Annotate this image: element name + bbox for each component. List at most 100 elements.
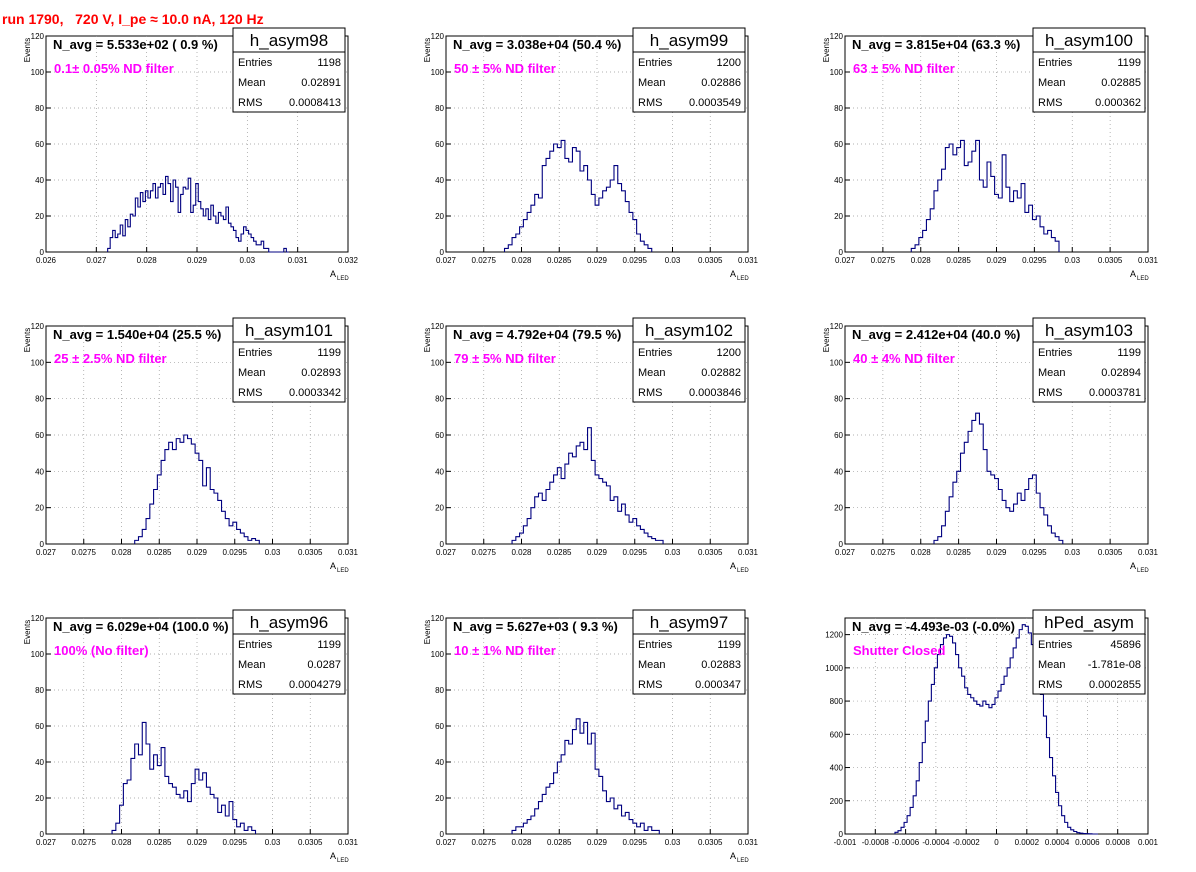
x-axis-label: A	[1130, 561, 1136, 571]
x-tick-label: 0.032	[338, 256, 359, 265]
x-tick-label: 0	[994, 838, 999, 847]
n-avg-text: N_avg = 5.533e+02 ( 0.9 %)	[53, 37, 218, 52]
y-tick-label: 100	[31, 358, 45, 367]
x-tick-label: 0.031	[738, 256, 759, 265]
stats-value: 0.0287	[307, 659, 341, 671]
x-tick-label: 0.028	[137, 256, 158, 265]
stats-value: -1.781e-08	[1088, 659, 1141, 671]
y-tick-label: 60	[35, 722, 44, 731]
y-axis-label: Events	[23, 620, 32, 644]
filter-annotation: 25 ± 2.5% ND filter	[54, 351, 167, 366]
x-tick-label: 0.026	[36, 256, 57, 265]
y-tick-label: 100	[431, 358, 445, 367]
stats-value: 0.0002855	[1089, 679, 1141, 691]
stats-label: Mean	[1038, 659, 1066, 671]
y-tick-label: 0	[839, 830, 844, 839]
x-tick-label: 0.0285	[547, 548, 572, 557]
y-tick-label: 20	[435, 212, 444, 221]
y-tick-label: 200	[830, 797, 844, 806]
stats-value: 0.02882	[701, 367, 741, 379]
x-tick-label: 0.0305	[698, 256, 723, 265]
stats-label: RMS	[1038, 387, 1062, 399]
x-tick-label: 0.027	[86, 256, 107, 265]
histogram-name: h_asym99	[650, 31, 728, 50]
stats-label: Mean	[1038, 367, 1066, 379]
histogram-line	[111, 721, 257, 834]
page-title: run 1790, 720 V, I_pe ≈ 10.0 nA, 120 Hz	[2, 11, 264, 27]
y-tick-label: 60	[834, 431, 843, 440]
x-axis-label: A	[330, 561, 336, 571]
x-tick-label: -0.001	[834, 838, 857, 847]
stats-label: Mean	[638, 367, 666, 379]
y-tick-label: 20	[834, 504, 843, 513]
stats-value: 0.000347	[695, 679, 741, 691]
x-tick-label: -0.0002	[953, 838, 981, 847]
histogram-line	[511, 718, 660, 834]
y-tick-label: 40	[435, 758, 444, 767]
y-tick-label: 80	[35, 395, 44, 404]
stats-label: RMS	[638, 679, 662, 691]
histogram-name: h_asym96	[250, 613, 328, 632]
x-tick-label: 0.027	[36, 548, 57, 557]
x-tick-label: 0.031	[338, 838, 359, 847]
histogram-line	[511, 427, 664, 544]
histogram-panel: 0.027 0.0275 0.028 0.0285 0.029 0.0295 0.03 0.0…	[423, 609, 759, 864]
x-tick-label: 0.0006	[1075, 838, 1100, 847]
y-tick-label: 80	[435, 104, 444, 113]
stats-value: 1199	[717, 639, 741, 651]
stats-label: Entries	[238, 57, 273, 69]
x-tick-label: 0.031	[1138, 548, 1159, 557]
x-tick-label: 0.0295	[623, 838, 648, 847]
y-tick-label: 80	[834, 104, 843, 113]
x-tick-label: 0.027	[436, 548, 457, 557]
y-tick-label: 40	[435, 467, 444, 476]
stats-value: 0.02894	[1101, 367, 1141, 379]
y-tick-label: 120	[31, 32, 45, 41]
histogram-name: h_asym97	[650, 613, 728, 632]
y-tick-label: 20	[435, 504, 444, 513]
x-tick-label: 0.029	[986, 548, 1007, 557]
x-tick-label: 0.001	[1138, 838, 1159, 847]
y-axis-label: Events	[23, 328, 32, 352]
x-tick-label: 0.0275	[72, 838, 97, 847]
stats-label: Entries	[638, 57, 673, 69]
y-tick-label: 120	[830, 32, 844, 41]
stats-box	[632, 341, 746, 403]
x-tick-label: 0.0295	[223, 838, 248, 847]
stats-value: 45896	[1110, 639, 1141, 651]
x-axis-label-sub: LED	[737, 568, 749, 574]
stats-label: RMS	[638, 97, 662, 109]
histogram-line	[107, 175, 289, 253]
stats-box-title-frame	[632, 27, 746, 53]
y-tick-label: 60	[35, 431, 44, 440]
x-tick-label: 0.028	[511, 548, 532, 557]
y-tick-label: 120	[31, 322, 45, 331]
filter-annotation: 100% (No filter)	[54, 643, 149, 658]
x-tick-label: 0.0295	[1022, 256, 1047, 265]
x-tick-label: 0.0305	[1098, 256, 1123, 265]
x-tick-label: 0.031	[738, 838, 759, 847]
stats-value: 0.0008413	[289, 97, 341, 109]
y-tick-label: 100	[31, 650, 45, 659]
x-tick-label: 0.029	[587, 838, 608, 847]
x-tick-label: 0.03	[665, 256, 681, 265]
x-tick-label: 0.03	[265, 838, 281, 847]
stats-value: 0.0004279	[289, 679, 341, 691]
x-tick-label: 0.0275	[472, 256, 497, 265]
stats-box	[632, 51, 746, 113]
y-tick-label: 80	[35, 104, 44, 113]
x-tick-label: 0.03	[1064, 256, 1080, 265]
y-tick-label: 60	[834, 140, 843, 149]
stats-value: 0.02886	[701, 77, 741, 89]
y-axis-label: Events	[23, 38, 32, 62]
histogram-panel: -0.001 -0.0008 -0.0006 -0.0004 -0.0002 0 0.000…	[825, 609, 1159, 847]
stats-label: Mean	[238, 77, 266, 89]
stats-box-title-frame	[232, 27, 346, 53]
histogram-panel: 0.027 0.0275 0.028 0.0285 0.029 0.0295 0.03 0.0…	[23, 317, 359, 574]
x-tick-label: 0.031	[1138, 256, 1159, 265]
x-axis-label: A	[1130, 269, 1136, 279]
stats-label: RMS	[238, 679, 262, 691]
stats-box	[1032, 633, 1146, 695]
stats-value: 1200	[717, 347, 741, 359]
